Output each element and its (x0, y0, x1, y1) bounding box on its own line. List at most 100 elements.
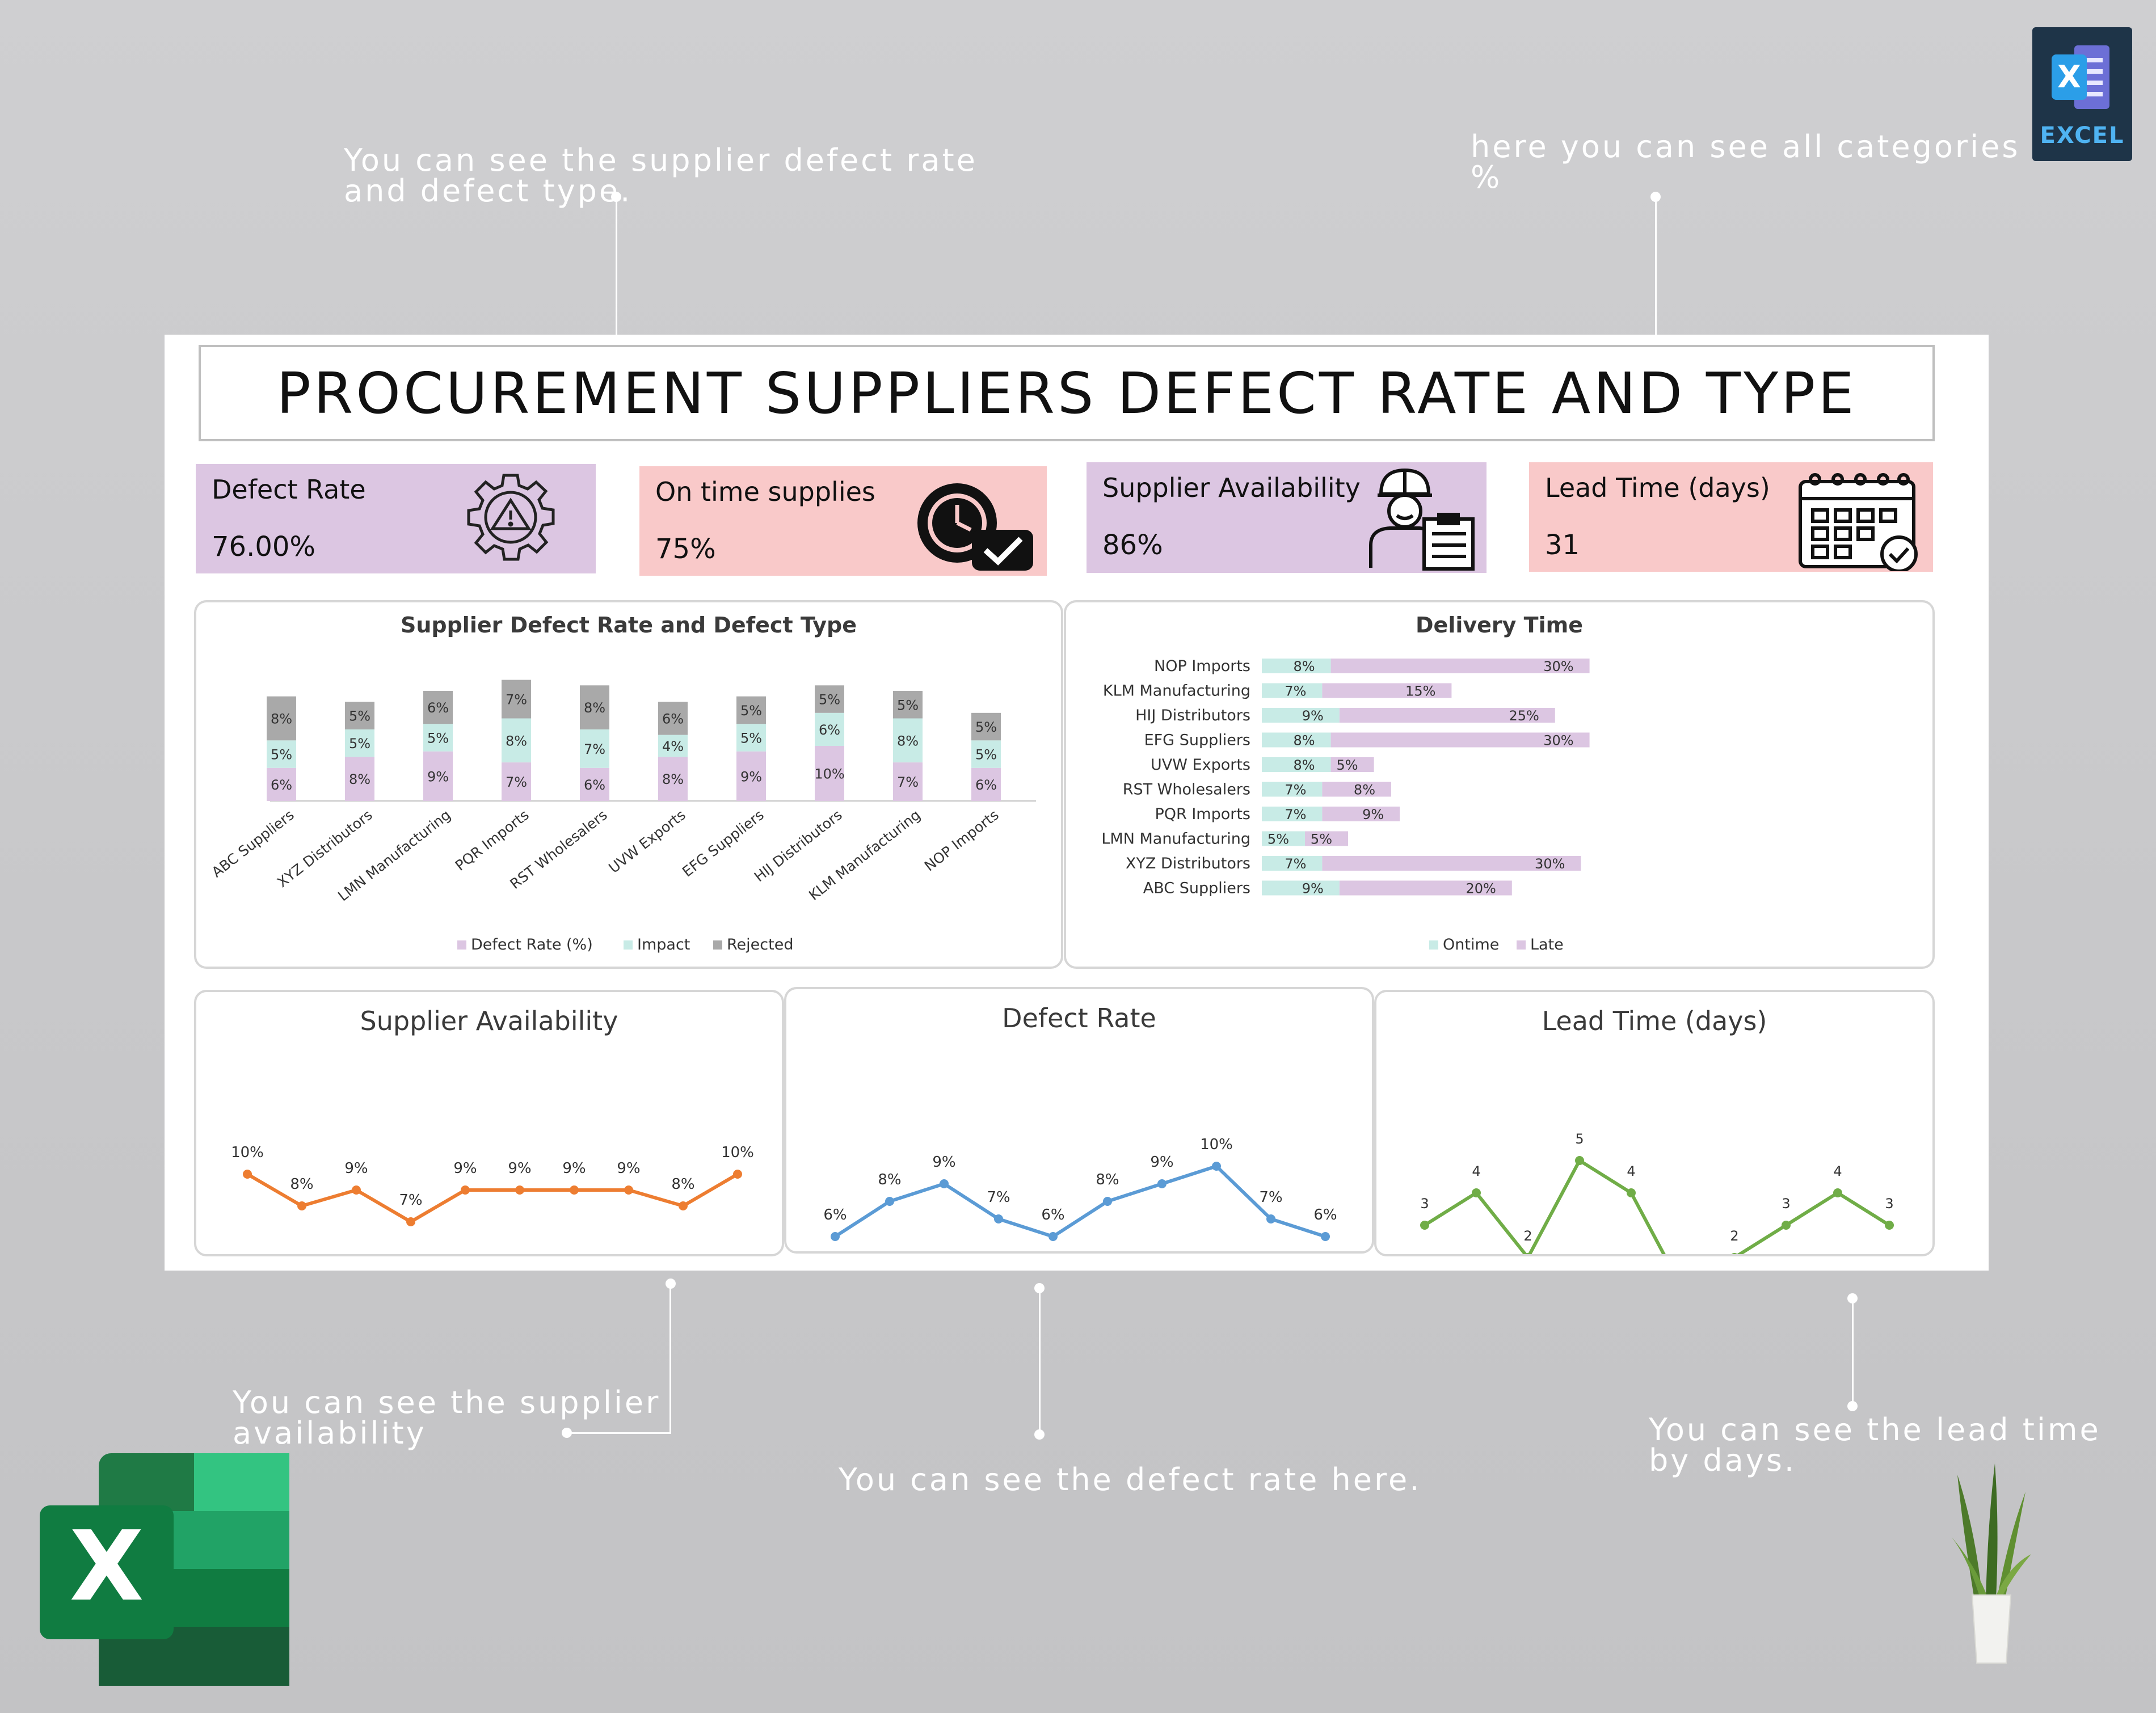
category-label: EFG Suppliers (679, 807, 767, 880)
data-label: 8% (671, 1176, 694, 1193)
data-point (1103, 1197, 1112, 1206)
data-label: 9% (1302, 881, 1324, 897)
data-label: 9% (508, 1160, 531, 1177)
data-label: 7% (1285, 856, 1306, 872)
data-label: 5% (1311, 832, 1332, 847)
kpi-label: On time supplies (655, 476, 875, 507)
kpi-value: 31 (1545, 529, 1580, 561)
bar-segment (1262, 732, 1331, 748)
category-label: NOP Imports (921, 807, 1002, 875)
bar-segment (1322, 856, 1581, 871)
category-label: EFG Suppliers (1144, 732, 1250, 749)
bar-segment (345, 757, 374, 801)
bar-segment (971, 712, 1001, 741)
data-label: 10% (1200, 1136, 1233, 1153)
line-chart-availability: 10% 8% 9% 7% 9% 9% 9% 9% 8% 10% (231, 1144, 754, 1226)
bar-segment (502, 680, 531, 719)
bar-segment (1322, 683, 1452, 698)
bar-segment (971, 740, 1001, 768)
data-point (831, 1232, 840, 1241)
chart-title: Defect Rate (1002, 1003, 1156, 1033)
legend-swatch (457, 940, 466, 950)
data-point (1885, 1221, 1894, 1230)
calendar-check-icon (1796, 469, 1926, 574)
plant-icon (1940, 1452, 2043, 1668)
series-line (1424, 1159, 1890, 1254)
bar-segment (658, 702, 688, 735)
caption-top-left: You can see the supplier defect rate and… (344, 142, 978, 209)
line-chart-defect-rate: 6% 8% 9% 7% 6% 8% 9% 10% 7% 6% (823, 1136, 1337, 1241)
data-point (1266, 1214, 1275, 1223)
bar-segment (736, 696, 766, 724)
kpi-card-defect-rate: Defect Rate 76.00% (196, 464, 596, 573)
bar-segment (1262, 708, 1340, 723)
data-label: 4 (1472, 1163, 1480, 1179)
data-label: 8% (1294, 733, 1315, 749)
chart-title: Delivery Time (1416, 613, 1583, 638)
data-label: 9% (932, 1154, 955, 1171)
bar-segment (267, 696, 296, 741)
bar-segment (815, 712, 844, 746)
data-point (885, 1197, 894, 1206)
data-point (1782, 1221, 1791, 1230)
kpi-value: 86% (1102, 529, 1163, 561)
category-label: UVW Exports (605, 807, 688, 876)
legend-label: Impact (637, 936, 690, 953)
bar-segment (1262, 782, 1323, 797)
data-point (406, 1217, 415, 1226)
bar-segment (580, 729, 609, 768)
data-label: 5% (1337, 757, 1358, 773)
caption-top-right: here you can see all categories % (1471, 129, 2020, 195)
data-label: 9% (617, 1160, 640, 1177)
data-label: 15% (1405, 683, 1435, 699)
data-label: 9% (453, 1160, 477, 1177)
svg-text:X: X (2057, 59, 2081, 95)
data-point (1212, 1162, 1221, 1171)
horizontal-bar-chart: NOP Imports 8% 30% KLM Manufacturing 7% 15% HI… (1101, 657, 1590, 953)
data-point (1048, 1232, 1058, 1241)
connector-dot (1847, 1293, 1858, 1303)
connector-line (1852, 1299, 1854, 1407)
bar-segment (893, 718, 923, 763)
kpi-label: Defect Rate (212, 474, 366, 505)
excel-badge: X EXCEL (2032, 27, 2132, 161)
data-label: 9% (344, 1160, 368, 1177)
bar-segment (580, 767, 609, 801)
bar-segment (502, 718, 531, 763)
data-label: 25% (1509, 708, 1539, 724)
data-point (1321, 1232, 1330, 1241)
chart-title: Supplier Defect Rate and Defect Type (400, 613, 857, 638)
category-label: NOP Imports (1154, 657, 1250, 675)
dashboard-title-box: PROCUREMENT SUPPLIERS DEFECT RATE AND TY… (199, 345, 1935, 441)
chart-title: Lead Time (days) (1542, 1006, 1767, 1036)
caption-bottom-left: You can see the supplier availability (233, 1385, 661, 1451)
panel-supplier-availability: Supplier Availability 10% 8% 9% 7% 9% 9% 9% 9% 8… (194, 990, 784, 1256)
data-point (243, 1170, 252, 1179)
data-label: 4% (662, 739, 684, 754)
data-label: 5% (740, 703, 762, 719)
data-point (1627, 1188, 1636, 1197)
dashboard-title: PROCUREMENT SUPPLIERS DEFECT RATE AND TY… (276, 360, 1857, 427)
kpi-value: 75% (655, 533, 716, 565)
data-label: 3 (1420, 1196, 1429, 1212)
svg-text:X: X (69, 1511, 144, 1623)
data-label: 9% (1150, 1154, 1173, 1171)
data-label: 6% (1313, 1206, 1337, 1223)
excel-doc-icon: X (2047, 37, 2117, 117)
kpi-card-lead-time: Lead Time (days) 31 (1529, 462, 1933, 574)
data-point (624, 1185, 633, 1195)
data-label: 30% (1543, 733, 1573, 749)
bar-segment (658, 757, 688, 801)
bar-segment (893, 762, 923, 801)
panel-defect-rate: Defect Rate 6% 8% 9% 7% 6% 8% 9% 10% 7% 6% (784, 987, 1374, 1254)
connector-dot (1034, 1429, 1045, 1440)
data-point (570, 1185, 579, 1195)
data-label: 9% (740, 769, 762, 784)
kpi-card-supplier-availability: Supplier Availability 86% (1087, 462, 1487, 573)
data-label: 2 (1730, 1228, 1738, 1244)
kpi-value: 76.00% (212, 531, 316, 563)
data-label: 7% (1259, 1189, 1282, 1206)
legend-swatch (1517, 940, 1526, 950)
bar-segment (502, 762, 531, 801)
data-label: 5% (271, 747, 292, 763)
